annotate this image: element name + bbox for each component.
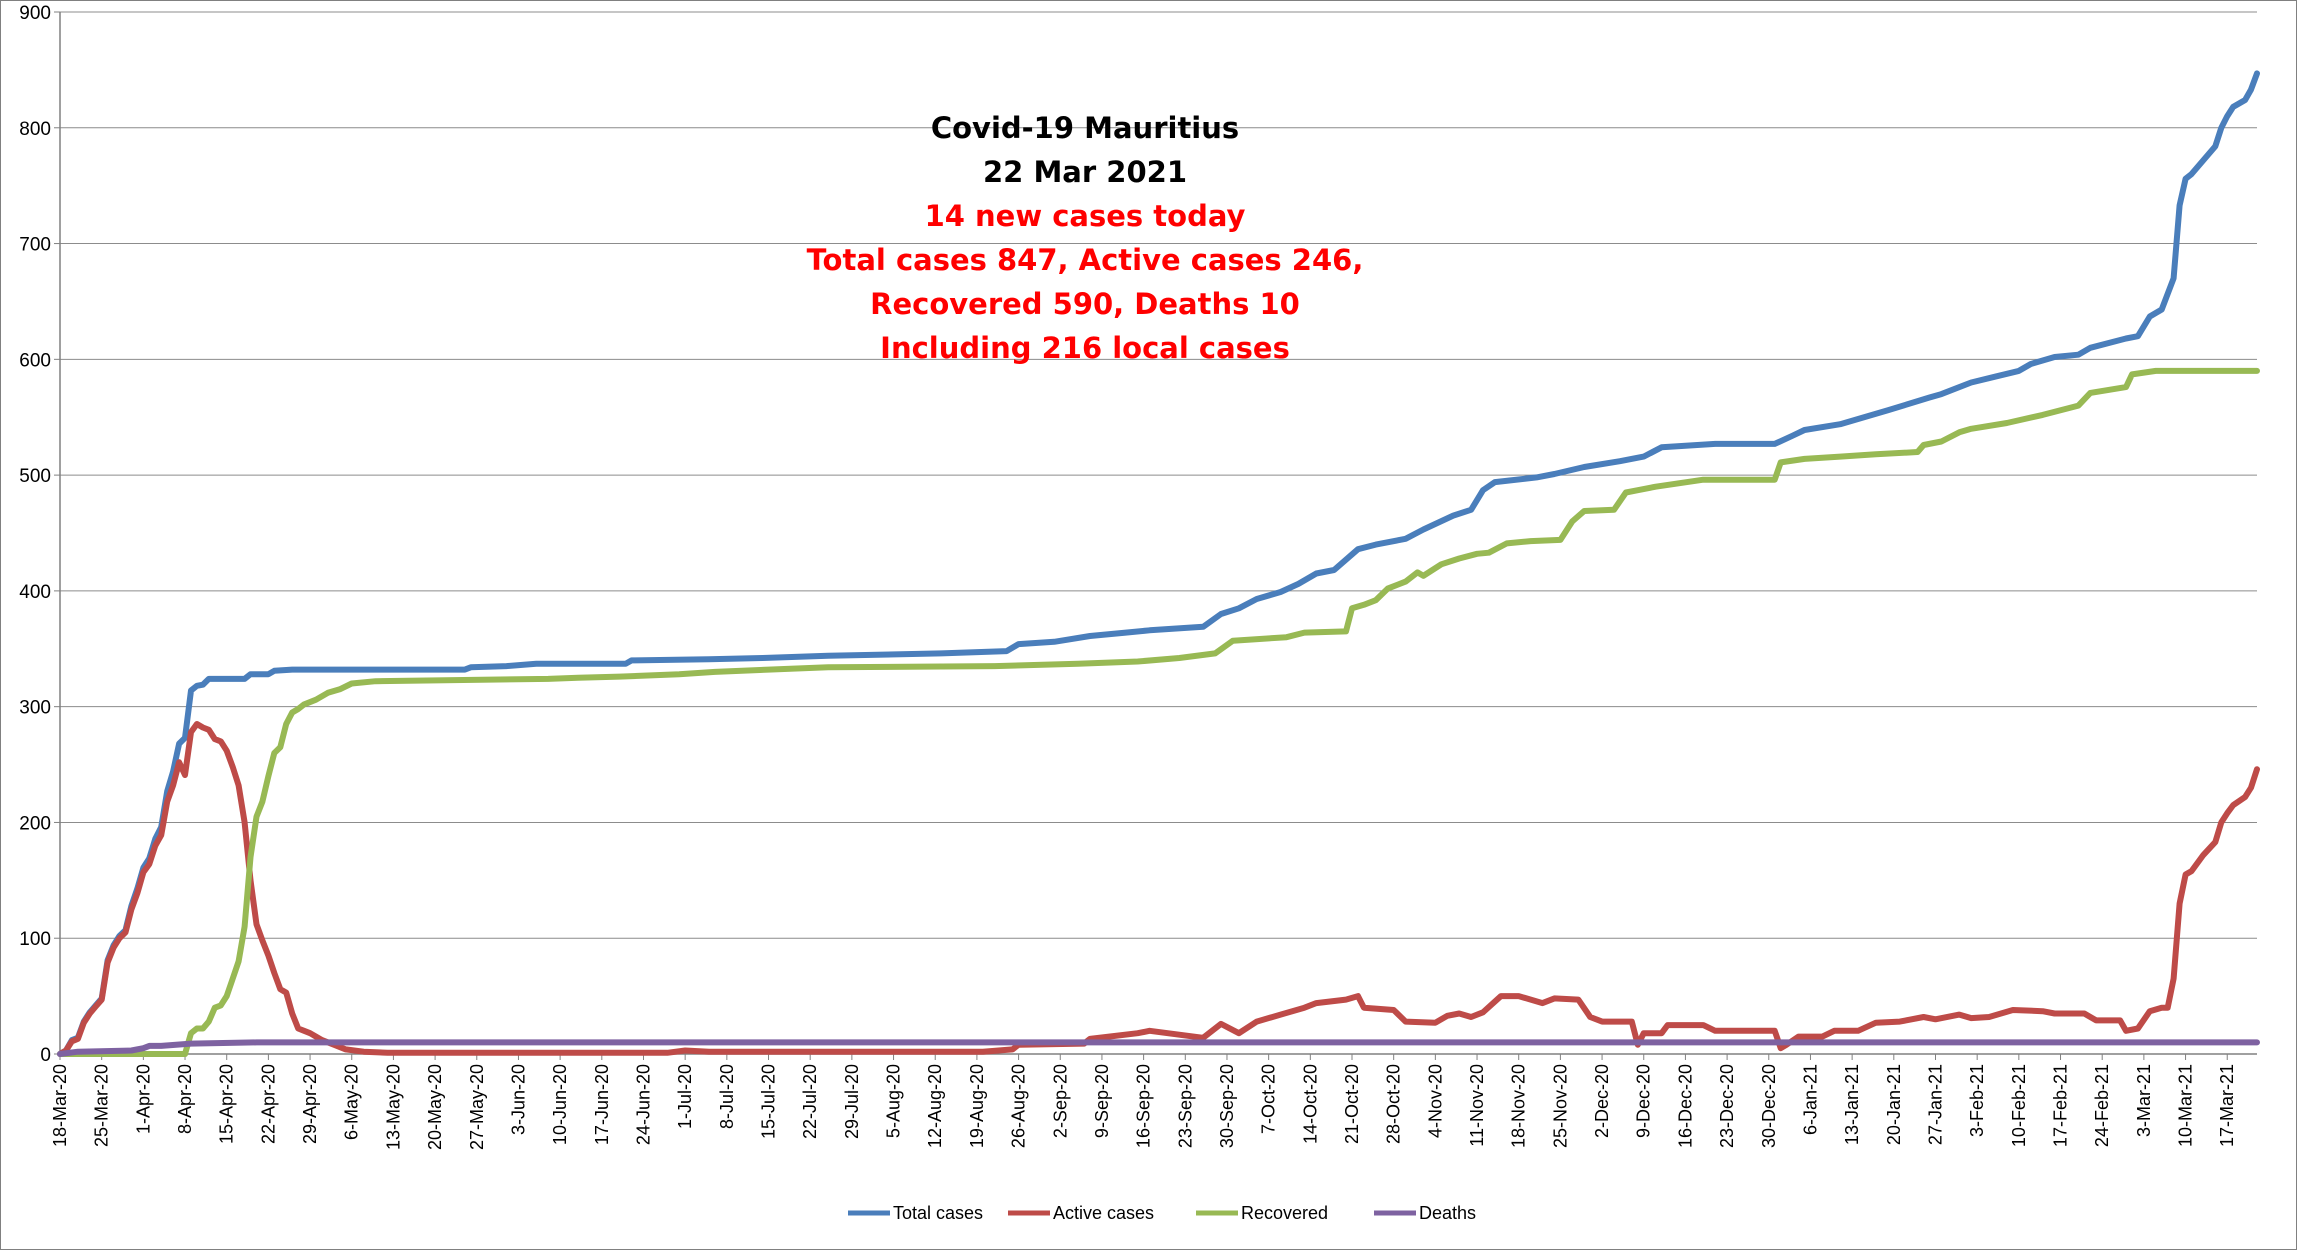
x-tick-label: 14-Oct-20 [1300, 1064, 1320, 1144]
y-tick-label: 300 [19, 698, 51, 719]
x-tick-label: 1-Apr-20 [133, 1064, 153, 1134]
legend: Total cases Active cases Recovered Deaths [848, 1203, 1476, 1223]
x-tick-label: 22-Jul-20 [800, 1064, 820, 1139]
x-tick-label: 10-Jun-20 [550, 1064, 570, 1145]
x-tick-label: 19-Aug-20 [967, 1064, 987, 1148]
series-lines [57, 70, 2260, 1057]
x-tick-label: 17-Feb-21 [2051, 1064, 2071, 1147]
legend-label: Recovered [1241, 1203, 1328, 1223]
x-tick-label: 8-Jul-20 [717, 1064, 737, 1129]
x-tick-label: 6-May-20 [342, 1064, 362, 1140]
y-tick-label: 900 [19, 3, 51, 24]
x-tick-label: 20-May-20 [425, 1064, 445, 1150]
series-line-recovered [57, 367, 2260, 1057]
y-tick-label: 400 [19, 582, 51, 603]
y-axis-ticks: 0 100 200 300 400 500 600 700 800 900 [19, 3, 60, 1066]
x-tick-label: 18-Nov-20 [1509, 1064, 1529, 1148]
x-tick-label: 27-May-20 [467, 1064, 487, 1150]
x-tick-label: 3-Feb-21 [1967, 1064, 1987, 1137]
legend-label: Active cases [1053, 1203, 1154, 1223]
x-tick-label: 4-Nov-20 [1425, 1064, 1445, 1138]
x-tick-label: 18-Mar-20 [50, 1064, 70, 1147]
y-tick-label: 100 [19, 929, 51, 950]
legend-label: Deaths [1419, 1203, 1476, 1223]
x-tick-label: 9-Sep-20 [1092, 1064, 1112, 1138]
y-tick-label: 200 [19, 813, 51, 834]
x-tick-label: 24-Jun-20 [633, 1064, 653, 1145]
x-tick-label: 23-Sep-20 [1175, 1064, 1195, 1148]
legend-label: Total cases [893, 1203, 983, 1223]
chart-title-line: 22 Mar 2021 [983, 155, 1187, 189]
y-tick-label: 500 [19, 466, 51, 487]
x-tick-label: 10-Feb-21 [2009, 1064, 2029, 1147]
x-tick-label: 17-Mar-21 [2217, 1064, 2237, 1147]
x-tick-label: 25-Mar-20 [92, 1064, 112, 1147]
grid [60, 11, 2257, 939]
x-tick-label: 29-Apr-20 [300, 1064, 320, 1144]
chart-title-line: Covid-19 Mauritius [931, 111, 1239, 145]
x-tick-label: 16-Dec-20 [1675, 1064, 1695, 1148]
x-tick-label: 25-Nov-20 [1550, 1064, 1570, 1148]
x-tick-label: 11-Nov-20 [1467, 1064, 1487, 1147]
x-tick-label: 5-Aug-20 [884, 1064, 904, 1138]
x-tick-label: 15-Apr-20 [217, 1064, 237, 1144]
x-tick-label: 22-Apr-20 [258, 1064, 278, 1144]
chart-title-line: Total cases 847, Active cases 246, [807, 243, 1364, 277]
y-tick-label: 800 [19, 119, 51, 140]
x-tick-label: 2-Sep-20 [1050, 1064, 1070, 1138]
x-tick-label: 13-Jan-21 [1842, 1064, 1862, 1145]
x-tick-label: 15-Jul-20 [759, 1064, 779, 1139]
series-line-active-cases [57, 721, 2260, 1057]
x-tick-label: 16-Sep-20 [1134, 1064, 1154, 1148]
x-tick-label: 17-Jun-20 [592, 1064, 612, 1145]
x-tick-label: 13-May-20 [383, 1064, 403, 1150]
x-tick-label: 30-Sep-20 [1217, 1064, 1237, 1148]
chart-title-line: Including 216 local cases [880, 331, 1290, 365]
y-tick-label: 700 [19, 235, 51, 256]
x-tick-label: 3-Jun-20 [508, 1064, 528, 1135]
x-tick-label: 28-Oct-20 [1384, 1064, 1404, 1144]
x-tick-label: 26-Aug-20 [1009, 1064, 1029, 1148]
x-tick-label: 21-Oct-20 [1342, 1064, 1362, 1144]
x-tick-label: 7-Oct-20 [1259, 1064, 1279, 1134]
x-tick-label: 24-Feb-21 [2092, 1064, 2112, 1147]
x-tick-label: 9-Dec-20 [1634, 1064, 1654, 1138]
x-axis-ticks: 18-Mar-20 25-Mar-20 1-Apr-20 8-Apr-20 15-Apr… [50, 1054, 2237, 1150]
chart-title-line: Recovered 590, Deaths 10 [870, 287, 1300, 321]
x-tick-label: 10-Mar-21 [2176, 1064, 2196, 1147]
series-line-deaths [57, 1039, 2260, 1057]
chart-title: Covid-19 Mauritius 22 Mar 2021 14 new case… [807, 111, 1364, 365]
x-tick-label: 30-Dec-20 [1759, 1064, 1779, 1148]
x-tick-label: 1-Jul-20 [675, 1064, 695, 1129]
y-tick-label: 0 [40, 1045, 51, 1066]
x-tick-label: 8-Apr-20 [175, 1064, 195, 1134]
x-tick-label: 27-Jan-21 [1925, 1064, 1945, 1145]
x-tick-label: 20-Jan-21 [1884, 1064, 1904, 1145]
chart-title-line: 14 new cases today [925, 199, 1246, 233]
x-tick-label: 23-Dec-20 [1717, 1064, 1737, 1148]
x-tick-label: 3-Mar-21 [2134, 1064, 2154, 1137]
x-tick-label: 12-Aug-20 [925, 1064, 945, 1148]
x-tick-label: 29-Jul-20 [842, 1064, 862, 1139]
y-tick-label: 600 [19, 350, 51, 371]
x-tick-label: 2-Dec-20 [1592, 1064, 1612, 1138]
x-tick-label: 6-Jan-21 [1800, 1064, 1820, 1135]
